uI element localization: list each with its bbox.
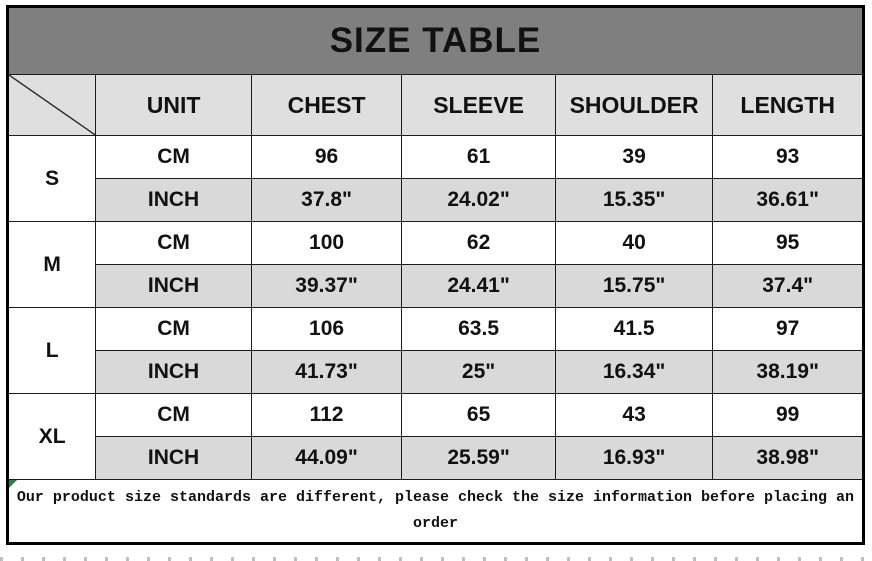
value-cell: 63.5: [401, 307, 556, 351]
unit-label: CM: [95, 135, 252, 179]
page-title: SIZE TABLE: [7, 6, 864, 75]
value-cell: 44.09": [250, 436, 403, 480]
size-label-m: M: [6, 221, 97, 308]
table-row-m-inch: INCH 39.37" 24.41" 15.75" 37.4": [8, 264, 864, 308]
diagonal-line: [9, 75, 95, 135]
unit-label: CM: [95, 221, 252, 265]
value-cell: 40: [554, 221, 714, 265]
unit-label: INCH: [95, 178, 252, 222]
value-cell: 24.41": [401, 264, 556, 308]
value-cell: 62: [401, 221, 556, 265]
value-cell: 112: [250, 393, 403, 437]
corner-cell: [6, 74, 97, 136]
value-cell: 100: [250, 221, 403, 265]
header-shoulder: SHOULDER: [554, 74, 714, 136]
table-row-s-cm: S CM 96 61 39 93: [6, 135, 864, 222]
title-row: SIZE TABLE: [7, 6, 864, 75]
unit-label: INCH: [95, 264, 252, 308]
unit-label: CM: [95, 307, 252, 351]
unit-label: INCH: [95, 436, 252, 480]
value-cell: 16.93": [554, 436, 714, 480]
table-row-l-cm: L CM 106 63.5 41.5 97: [6, 307, 864, 394]
table-row-s-inch: INCH 37.8" 24.02" 15.35" 36.61": [8, 178, 864, 222]
unit-label: INCH: [95, 350, 252, 394]
value-cell: 41.5: [554, 307, 714, 351]
excel-corner-flag-icon: [9, 480, 17, 488]
unit-label: CM: [95, 393, 252, 437]
table-row-l-inch: INCH 41.73" 25" 16.34" 38.19": [8, 350, 864, 394]
value-cell: 37.4": [712, 264, 864, 308]
value-cell: 15.75": [554, 264, 714, 308]
value-cell: 16.34": [554, 350, 714, 394]
value-cell: 41.73": [250, 350, 403, 394]
note-row: Our product size standards are different…: [7, 479, 864, 544]
value-cell: 15.35": [554, 178, 714, 222]
table-row-xl-cm: XL CM 112 65 43 99: [6, 393, 864, 480]
note-cell: Our product size standards are different…: [7, 479, 864, 544]
value-cell: 38.98": [712, 436, 864, 480]
header-sleeve: SLEEVE: [401, 74, 556, 136]
header-chest: CHEST: [250, 74, 403, 136]
value-cell: 61: [401, 135, 556, 179]
value-cell: 37.8": [250, 178, 403, 222]
value-cell: 36.61": [712, 178, 864, 222]
size-label-s: S: [6, 135, 97, 222]
header-row: UNIT CHEST SLEEVE SHOULDER LENGTH: [6, 74, 864, 136]
value-cell: 38.19": [712, 350, 864, 394]
header-unit: UNIT: [95, 74, 252, 136]
value-cell: 99: [712, 393, 864, 437]
value-cell: 25.59": [401, 436, 556, 480]
note-text: Our product size standards are different…: [16, 488, 855, 532]
value-cell: 106: [250, 307, 403, 351]
value-cell: 25": [401, 350, 556, 394]
size-label-xl: XL: [6, 393, 97, 480]
value-cell: 95: [712, 221, 864, 265]
table-row-xl-inch: INCH 44.09" 25.59" 16.93" 38.98": [8, 436, 864, 480]
value-cell: 96: [250, 135, 403, 179]
table-row-m-cm: M CM 100 62 40 95: [6, 221, 864, 308]
value-cell: 24.02": [401, 178, 556, 222]
value-cell: 39.37": [250, 264, 403, 308]
value-cell: 43: [554, 393, 714, 437]
value-cell: 65: [401, 393, 556, 437]
size-table: SIZE TABLE UNIT CHEST SLEEVE SHOULDER LE…: [6, 5, 865, 545]
value-cell: 39: [554, 135, 714, 179]
size-label-l: L: [6, 307, 97, 394]
cropped-next-row-marks: [0, 557, 872, 561]
value-cell: 97: [712, 307, 864, 351]
header-length: LENGTH: [712, 74, 864, 136]
value-cell: 93: [712, 135, 864, 179]
